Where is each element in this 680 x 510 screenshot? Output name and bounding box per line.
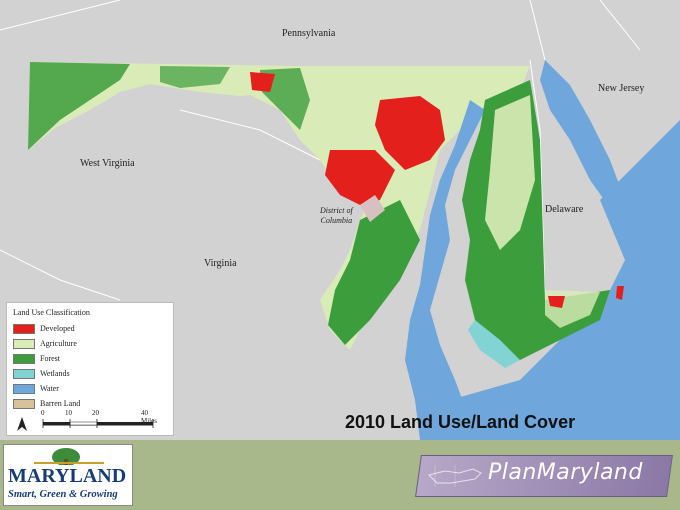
legend-item-water: Water <box>13 381 167 396</box>
maryland-logo-tagline: Smart, Green & Growing <box>8 489 118 500</box>
legend-item-developed: Developed <box>13 321 167 336</box>
developed-salisbury <box>548 296 565 308</box>
legend-item-forest: Forest <box>13 351 167 366</box>
dc-line-1: District of <box>320 206 353 215</box>
eastern-shore-wetlands <box>468 320 520 368</box>
map-graphic <box>0 0 680 440</box>
legend-label: Water <box>40 384 59 393</box>
label-district-of-columbia: District of Columbia <box>320 206 353 226</box>
maryland-west-forest <box>28 62 130 150</box>
land-use-map: Pennsylvania New Jersey West Virginia Vi… <box>0 0 680 440</box>
swatch-agriculture <box>13 338 35 349</box>
eastern-shore-agri <box>485 95 535 250</box>
maryland-west-forest-2 <box>160 66 230 88</box>
swatch-water <box>13 383 35 394</box>
label-pennsylvania: Pennsylvania <box>282 28 336 39</box>
developed-ocean-city <box>616 286 624 300</box>
swatch-wetlands <box>13 368 35 379</box>
planmaryland-logo-text: PlanMaryland <box>488 460 643 485</box>
developed-baltimore <box>375 96 445 170</box>
label-delaware: Delaware <box>545 204 584 215</box>
legend-label: Developed <box>40 324 75 333</box>
scale-bar-graphic <box>17 417 154 431</box>
legend-label: Barren Land <box>40 399 81 408</box>
developed-west <box>250 72 275 92</box>
state-borders <box>0 0 641 301</box>
scale-tick-10: 10 <box>65 409 72 417</box>
scale-tick-0: 0 <box>41 409 45 417</box>
legend-title: Land Use Classification <box>13 308 90 317</box>
scale-bar: 0 10 20 40 Miles <box>13 409 163 433</box>
swatch-barren-land <box>13 398 35 409</box>
maryland-logo-word: MARYLAND <box>8 465 127 487</box>
label-west-virginia: West Virginia <box>80 158 135 169</box>
maryland-central-forest <box>260 68 310 130</box>
scale-tick-40: 40 Miles <box>141 409 157 425</box>
map-legend: Land Use Classification Developed Agricu… <box>6 302 174 436</box>
maryland-logo: MARYLAND Smart, Green & Growing <box>3 444 133 506</box>
developed-dc-corridor <box>325 150 395 205</box>
legend-label: Agriculture <box>40 339 77 348</box>
legend-label: Forest <box>40 354 60 363</box>
scale-tick-20: 20 <box>92 409 99 417</box>
southern-md-forest <box>328 200 420 345</box>
label-new-jersey: New Jersey <box>598 83 645 94</box>
planmaryland-map-icon <box>428 465 482 487</box>
dc-line-2: Columbia <box>320 216 353 225</box>
map-title: 2010 Land Use/Land Cover <box>345 412 576 432</box>
swatch-forest <box>13 353 35 364</box>
north-arrow-icon <box>17 417 27 431</box>
delaware-bay <box>540 60 625 215</box>
district-of-columbia <box>360 195 385 222</box>
swatch-developed <box>13 323 35 334</box>
maryland-tree-icon <box>34 448 104 465</box>
legend-label: Wetlands <box>40 369 70 378</box>
chesapeake-bay <box>405 100 485 440</box>
label-virginia: Virginia <box>204 258 237 269</box>
legend-item-agriculture: Agriculture <box>13 336 167 351</box>
legend-item-barren-land: Barren Land <box>13 396 167 411</box>
legend-item-wetlands: Wetlands <box>13 366 167 381</box>
